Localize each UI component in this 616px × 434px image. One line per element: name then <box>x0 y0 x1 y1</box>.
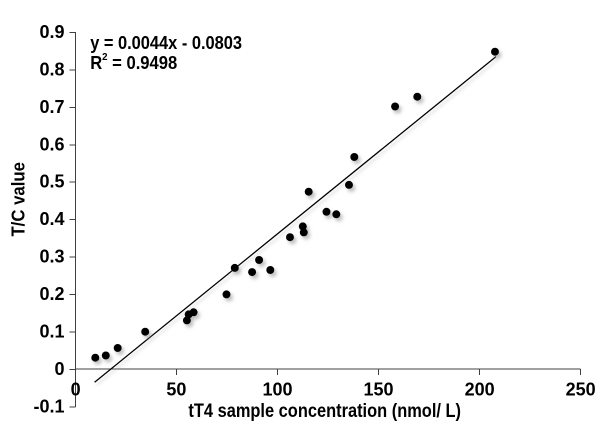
svg-text:R2 = 0.9498: R2 = 0.9498 <box>90 51 177 73</box>
svg-text:tT4 sample concentration (nmol: tT4 sample concentration (nmol/ L) <box>188 400 461 422</box>
svg-text:0: 0 <box>71 379 81 399</box>
svg-text:0.3: 0.3 <box>39 247 64 267</box>
svg-text:y = 0.0044x - 0.0803: y = 0.0044x - 0.0803 <box>90 33 242 53</box>
svg-text:0.9: 0.9 <box>39 22 64 42</box>
svg-text:200: 200 <box>465 379 495 399</box>
svg-text:T/C value: T/C value <box>8 162 28 237</box>
svg-text:150: 150 <box>363 379 393 399</box>
svg-text:0.7: 0.7 <box>39 97 64 117</box>
svg-text:0.1: 0.1 <box>39 322 64 342</box>
svg-text:0: 0 <box>54 359 64 379</box>
svg-text:0.4: 0.4 <box>39 209 64 229</box>
svg-text:0.5: 0.5 <box>39 172 64 192</box>
svg-text:0.8: 0.8 <box>39 59 64 79</box>
svg-text:100: 100 <box>262 379 292 399</box>
svg-text:50: 50 <box>166 379 186 399</box>
svg-text:0.6: 0.6 <box>39 134 64 154</box>
svg-text:0.2: 0.2 <box>39 284 64 304</box>
svg-text:250: 250 <box>566 379 596 399</box>
svg-text:-0.1: -0.1 <box>33 396 64 416</box>
